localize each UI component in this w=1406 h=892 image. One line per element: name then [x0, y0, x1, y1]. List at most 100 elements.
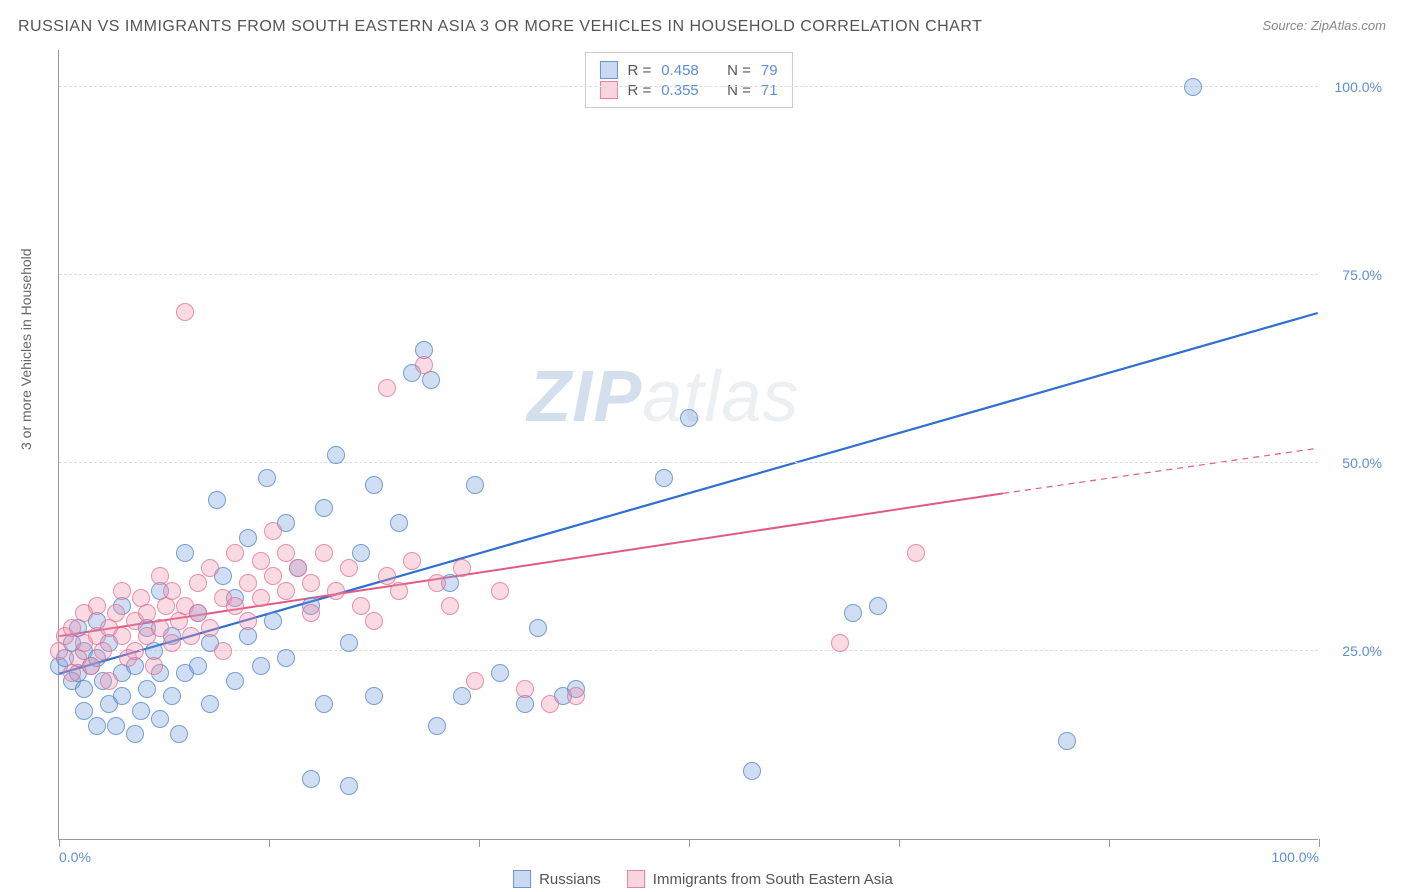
data-point-immigrants [907, 544, 925, 562]
data-point-russians [529, 619, 547, 637]
data-point-russians [252, 657, 270, 675]
data-point-russians [302, 770, 320, 788]
data-point-immigrants [378, 567, 396, 585]
data-point-russians [352, 544, 370, 562]
data-point-russians [107, 717, 125, 735]
data-point-immigrants [491, 582, 509, 600]
data-point-russians [239, 529, 257, 547]
data-point-russians [151, 710, 169, 728]
data-point-russians [170, 725, 188, 743]
data-point-immigrants [252, 552, 270, 570]
swatch-pink-icon [627, 870, 645, 888]
source-label: Source: [1262, 18, 1310, 33]
legend-item-immigrants: Immigrants from South Eastern Asia [627, 870, 893, 888]
data-point-russians [340, 634, 358, 652]
data-point-russians [1184, 78, 1202, 96]
data-point-immigrants [428, 574, 446, 592]
data-point-immigrants [63, 619, 81, 637]
data-point-russians [1058, 732, 1076, 750]
gridline [59, 274, 1318, 275]
data-point-immigrants [182, 627, 200, 645]
data-point-immigrants [831, 634, 849, 652]
y-tick-label: 50.0% [1342, 455, 1382, 471]
data-point-immigrants [315, 544, 333, 562]
data-point-russians [453, 687, 471, 705]
data-point-immigrants [252, 589, 270, 607]
data-point-immigrants [302, 574, 320, 592]
trendline [1003, 448, 1318, 493]
data-point-immigrants [277, 544, 295, 562]
data-point-immigrants [352, 597, 370, 615]
stats-row-immigrants: R = 0.355 N = 71 [599, 81, 777, 99]
watermark-rest: atlas [642, 357, 799, 437]
data-point-immigrants [264, 522, 282, 540]
data-point-immigrants [201, 619, 219, 637]
data-point-russians [327, 446, 345, 464]
data-point-immigrants [189, 574, 207, 592]
data-point-immigrants [327, 582, 345, 600]
scatter-plot-area: ZIPatlas R = 0.458 N = 79 R = 0.355 N = … [58, 50, 1318, 840]
data-point-russians [315, 499, 333, 517]
stat-n-russians: 79 [761, 62, 778, 79]
data-point-immigrants [113, 582, 131, 600]
data-point-russians [390, 514, 408, 532]
data-point-immigrants [145, 657, 163, 675]
legend-label-immigrants: Immigrants from South Eastern Asia [653, 871, 893, 888]
data-point-immigrants [113, 627, 131, 645]
data-point-immigrants [239, 574, 257, 592]
data-point-immigrants [107, 604, 125, 622]
data-point-russians [258, 469, 276, 487]
y-tick-label: 100.0% [1335, 79, 1382, 95]
data-point-russians [75, 702, 93, 720]
data-point-immigrants [151, 567, 169, 585]
data-point-russians [138, 680, 156, 698]
chart-title: RUSSIAN VS IMMIGRANTS FROM SOUTH EASTERN… [18, 18, 982, 36]
data-point-immigrants [264, 567, 282, 585]
swatch-pink-icon [599, 81, 617, 99]
data-point-immigrants [390, 582, 408, 600]
x-tick [479, 839, 480, 847]
data-point-russians [428, 717, 446, 735]
stat-r-russians: 0.458 [661, 62, 699, 79]
data-point-immigrants [403, 552, 421, 570]
data-point-immigrants [226, 544, 244, 562]
watermark-bold: ZIP [527, 357, 642, 437]
data-point-immigrants [94, 642, 112, 660]
data-point-immigrants [541, 695, 559, 713]
data-point-immigrants [239, 612, 257, 630]
data-point-russians [126, 725, 144, 743]
data-point-immigrants [365, 612, 383, 630]
stats-row-russians: R = 0.458 N = 79 [599, 61, 777, 79]
watermark: ZIPatlas [527, 356, 799, 438]
stat-r-immigrants: 0.355 [661, 82, 699, 99]
data-point-russians [315, 695, 333, 713]
data-point-russians [189, 657, 207, 675]
data-point-immigrants [302, 604, 320, 622]
x-tick [59, 839, 60, 847]
data-point-russians [176, 544, 194, 562]
legend-label-russians: Russians [539, 871, 601, 888]
gridline [59, 462, 1318, 463]
data-point-russians [466, 476, 484, 494]
stat-r-label: R = [627, 82, 651, 99]
data-point-immigrants [151, 619, 169, 637]
swatch-blue-icon [513, 870, 531, 888]
x-tick [269, 839, 270, 847]
bottom-legend: Russians Immigrants from South Eastern A… [513, 870, 893, 888]
data-point-immigrants [453, 559, 471, 577]
data-point-russians [655, 469, 673, 487]
x-tick-label: 100.0% [1272, 849, 1319, 865]
y-axis-label: 3 or more Vehicles in Household [18, 248, 34, 450]
data-point-russians [743, 762, 761, 780]
data-point-russians [88, 717, 106, 735]
stat-r-label: R = [627, 62, 651, 79]
data-point-immigrants [88, 597, 106, 615]
trendlines-svg [59, 50, 1318, 839]
data-point-immigrants [466, 672, 484, 690]
data-point-russians [226, 672, 244, 690]
stat-n-label: N = [727, 62, 751, 79]
data-point-immigrants [163, 634, 181, 652]
source-name: ZipAtlas.com [1311, 18, 1386, 33]
data-point-russians [365, 687, 383, 705]
data-point-immigrants [163, 582, 181, 600]
